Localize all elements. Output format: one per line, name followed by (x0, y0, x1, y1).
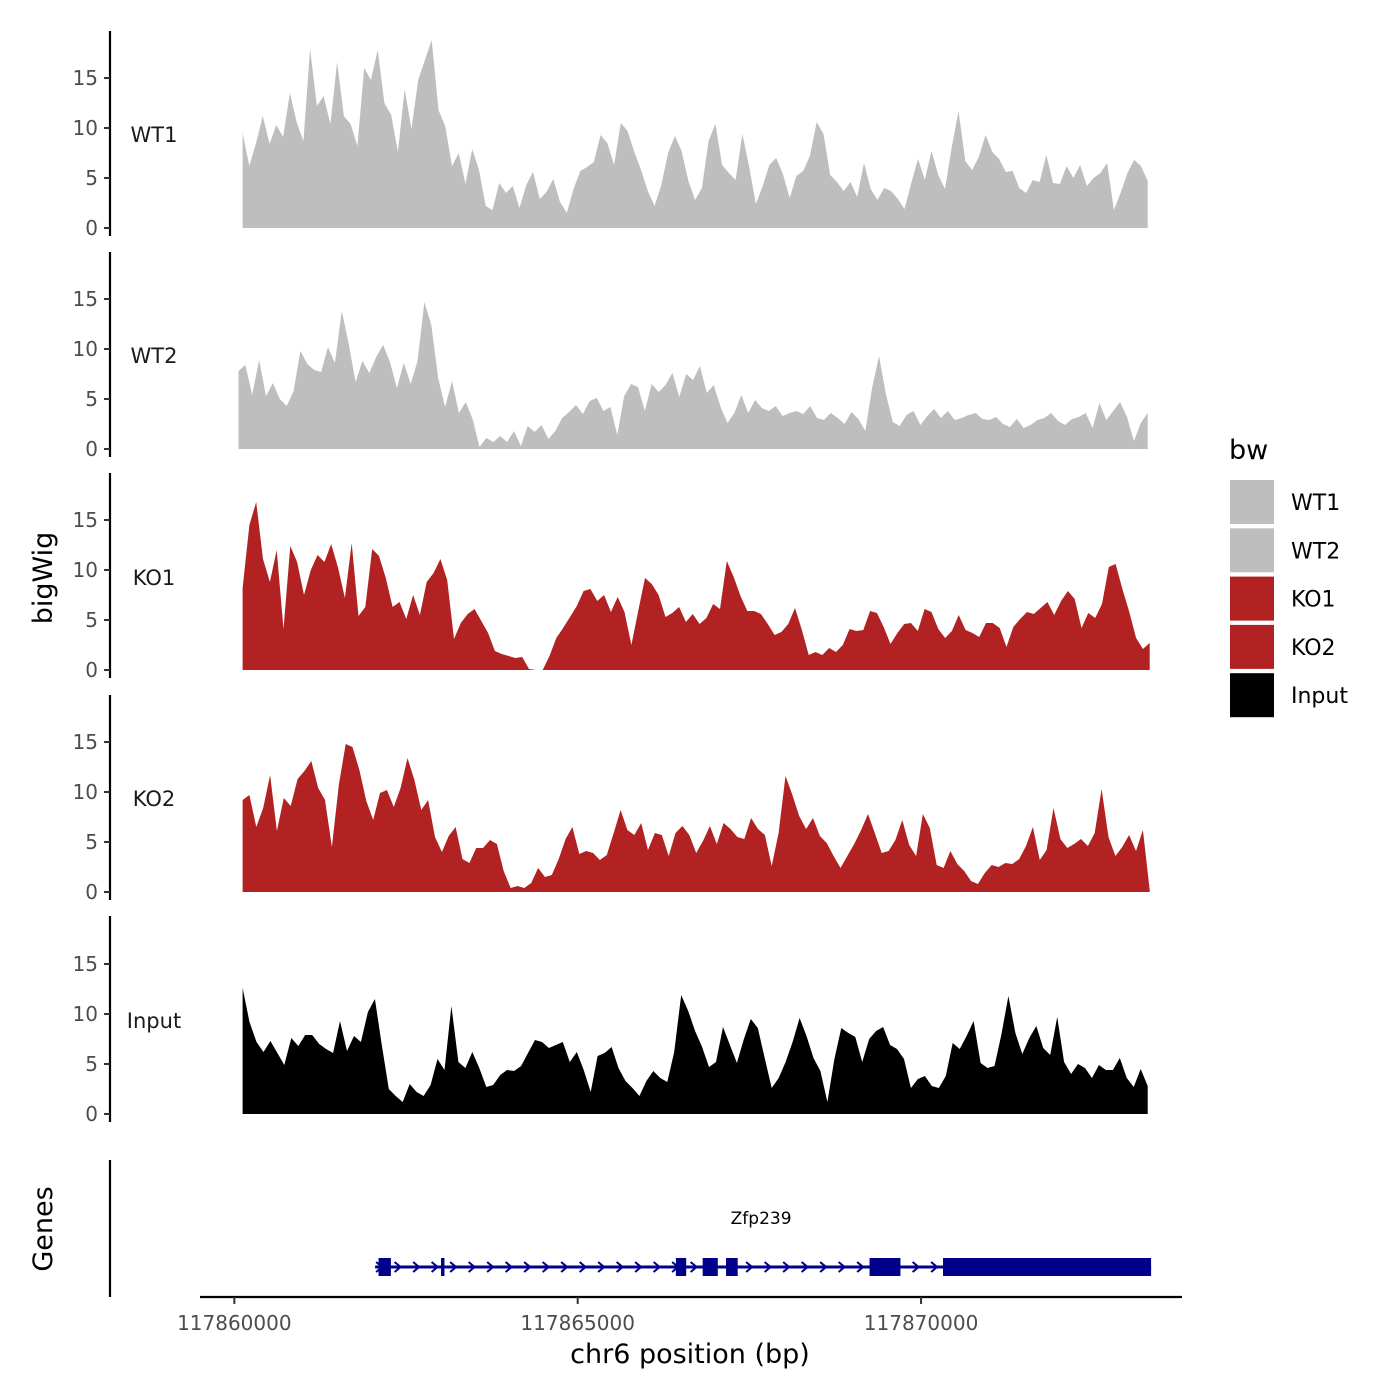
legend-key-wt2 (1230, 528, 1274, 573)
track-panel-ko1: KO1 (133, 502, 1150, 670)
legend-key-ko1 (1230, 576, 1274, 621)
track-label-input: Input (127, 1009, 181, 1033)
strand-arrow (689, 1261, 699, 1273)
legend-entries: WT1 WT2 KO1 KO2 Input (1230, 480, 1348, 718)
strand-arrow (560, 1261, 569, 1273)
legend: bw WT1 WT2 KO1 KO2 Input (1229, 435, 1348, 718)
y-tick-label-ko1-0: 0 (85, 658, 98, 682)
x-tick-label-117860000: 117860000 (177, 1311, 292, 1335)
gene-exon-5 (726, 1258, 738, 1276)
x-ticks: 117860000 117865000 117870000 (177, 1297, 978, 1335)
x-tick-label-117865000: 117865000 (520, 1311, 635, 1335)
x-tick-label-117870000: 117870000 (864, 1311, 979, 1335)
gene-exon-2 (441, 1258, 445, 1276)
track-panel-wt1: WT1 (131, 40, 1148, 228)
gene-exons (378, 1258, 1152, 1276)
y-tick-label-input-0: 0 (85, 1102, 98, 1126)
y-tick-label-ko2-0: 0 (85, 880, 98, 904)
y-tick-label-wt2-10: 10 (73, 337, 98, 361)
y-tick-label-input-10: 10 (73, 1002, 98, 1026)
gene-track: Genes Zfp239 (28, 1160, 1152, 1297)
coverage-area-wt1 (242, 40, 1148, 228)
gene-exon-6 (869, 1258, 901, 1276)
y-tick-label-wt2-15: 15 (73, 287, 98, 311)
legend-label-input: Input (1291, 684, 1348, 709)
y-tick-label-ko1-10: 10 (73, 558, 98, 582)
strand-arrow (615, 1261, 625, 1273)
coverage-area-input (242, 988, 1148, 1114)
y-tick-label-ko2-5: 5 (85, 830, 98, 854)
x-axis-title: chr6 position (bp) (570, 1339, 810, 1370)
legend-label-ko1: KO1 (1291, 588, 1336, 613)
track-panel-input: Input (127, 988, 1148, 1114)
legend-label-wt1: WT1 (1291, 491, 1340, 516)
track-panel-wt2: WT2 (131, 302, 1148, 449)
strand-arrow (837, 1261, 847, 1273)
y-tick-label-wt1-15: 15 (73, 66, 98, 90)
strand-arrow (856, 1261, 865, 1273)
y-tick-label-ko2-15: 15 (73, 730, 98, 754)
strand-arrow (634, 1261, 643, 1273)
strand-arrow (504, 1261, 514, 1273)
strand-arrow (449, 1261, 458, 1273)
strand-arrow (541, 1261, 551, 1273)
coverage-area-ko1 (242, 502, 1150, 670)
y-tick-label-input-5: 5 (85, 1052, 98, 1076)
strand-arrow (930, 1261, 939, 1273)
strand-arrow (911, 1261, 921, 1273)
strand-arrow (430, 1261, 440, 1273)
strand-arrow (819, 1261, 828, 1273)
strand-arrow (486, 1261, 495, 1273)
legend-label-ko2: KO2 (1291, 636, 1336, 661)
gene-name-label: Zfp239 (731, 1209, 792, 1229)
y-tick-label-ko2-10: 10 (73, 780, 98, 804)
strand-arrow (782, 1261, 791, 1273)
y-tick-label-wt1-10: 10 (73, 116, 98, 140)
legend-key-ko2 (1230, 624, 1274, 669)
strand-arrow (800, 1261, 810, 1273)
gene-exon-7 (943, 1258, 1152, 1276)
gene-track-title: Genes (28, 1186, 59, 1271)
strand-arrow (745, 1261, 754, 1273)
strand-arrow (763, 1261, 773, 1273)
legend-title: bw (1229, 435, 1268, 466)
legend-key-input (1230, 673, 1274, 718)
gene-exon-3 (675, 1258, 687, 1276)
y-tick-label-wt2-0: 0 (85, 437, 98, 461)
y-tick-label-wt1-0: 0 (85, 216, 98, 240)
strand-arrow (412, 1261, 421, 1273)
track-label-wt2: WT2 (131, 344, 178, 368)
track-label-wt1: WT1 (131, 123, 178, 147)
strand-arrow (597, 1261, 606, 1273)
x-axis: 117860000 117865000 117870000 chr6 positio… (177, 1295, 1182, 1370)
strand-arrow (467, 1261, 477, 1273)
gene-exon-1 (378, 1258, 391, 1276)
coverage-area-wt2 (238, 302, 1148, 449)
y-tick-label-ko1-5: 5 (85, 608, 98, 632)
strand-arrow (523, 1261, 532, 1273)
track-label-ko1: KO1 (133, 566, 176, 590)
legend-label-wt2: WT2 (1291, 539, 1340, 564)
track-panel-ko2: KO2 (133, 744, 1150, 892)
legend-key-wt1 (1230, 480, 1274, 524)
coverage-area-ko2 (242, 744, 1150, 892)
y-tick-label-input-15: 15 (73, 952, 98, 976)
strand-arrow (652, 1261, 662, 1273)
y-tick-label-ko1-15: 15 (73, 508, 98, 532)
track-label-ko2: KO2 (133, 787, 176, 811)
gene-exon-4 (702, 1258, 718, 1276)
y-tick-label-wt1-5: 5 (85, 166, 98, 190)
y-tick-label-wt2-5: 5 (85, 387, 98, 411)
y-axis-title: bigWig (28, 532, 59, 625)
strand-arrow (578, 1261, 588, 1273)
y-axes: 0 5 10 15 0 5 10 15 0 5 10 15 0 5 10 15 0 5 10 15 (73, 31, 112, 1126)
strand-arrow (393, 1261, 403, 1273)
